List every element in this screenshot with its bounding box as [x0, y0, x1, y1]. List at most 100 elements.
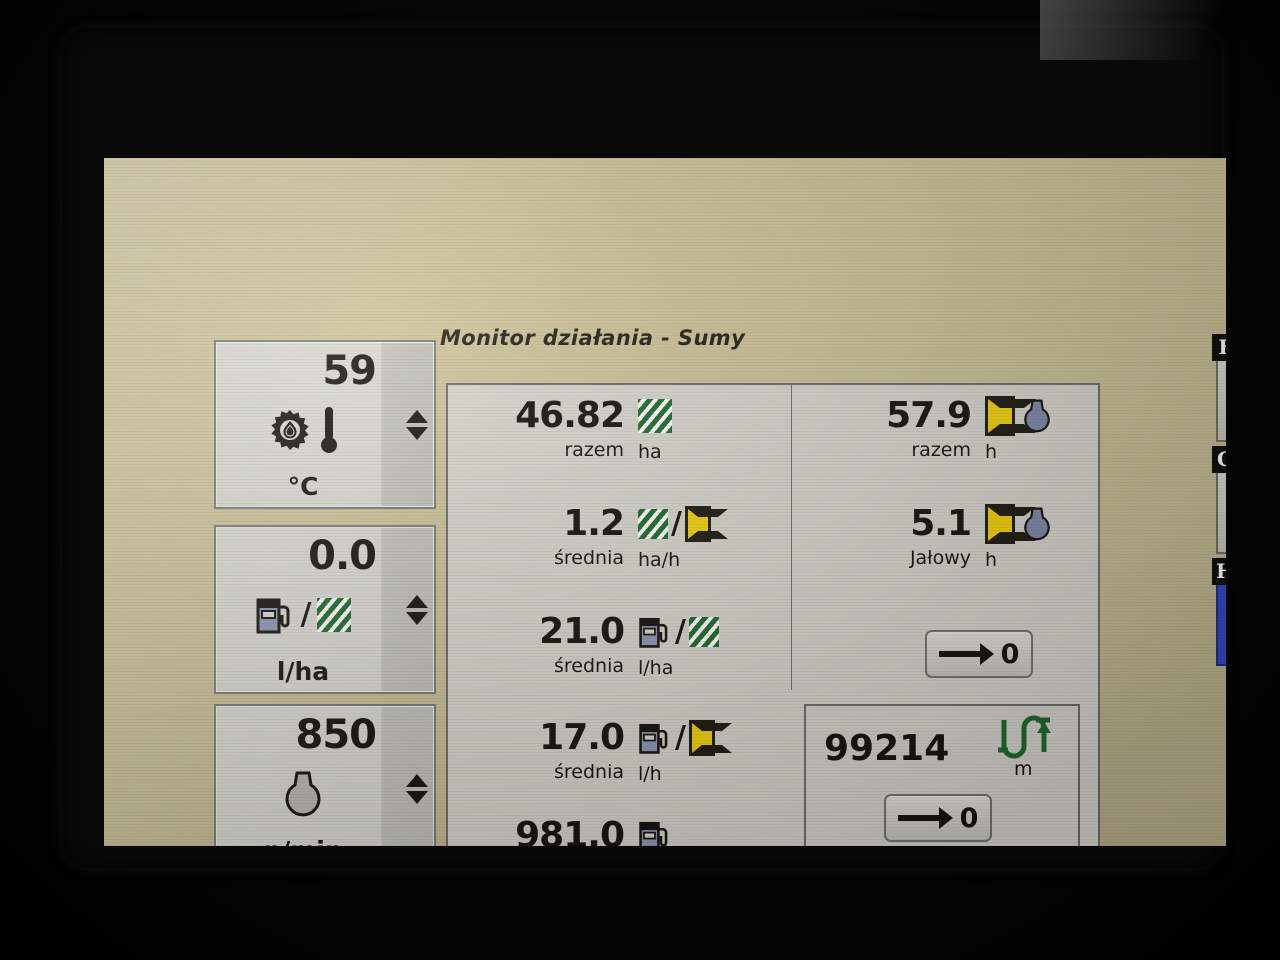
slash-separator: / [671, 506, 682, 541]
stat-icons [638, 815, 672, 846]
stat-value: 57.9 [886, 395, 972, 436]
fkey-label: Główny [1218, 422, 1226, 437]
page-title: Monitor działania - Sumy [440, 326, 746, 350]
lcd-screen: Monitor działania - Sumy 59 [104, 158, 1226, 846]
gauge-oil-temperature[interactable]: 59 °C [214, 340, 436, 509]
gauge-icons: / [216, 583, 390, 647]
stat-sub: średnia [553, 761, 624, 783]
fuel-pump-icon [639, 723, 668, 754]
stat-sub: średnia [553, 655, 624, 677]
stat-value: 46.82 [515, 395, 625, 436]
stat-hours-total: 57.9 razem h [823, 395, 1123, 495]
reset-hours-button[interactable]: 0 [925, 630, 1033, 678]
serpentine-path-icon [996, 714, 1052, 767]
stat-value: 17.0 [539, 717, 625, 758]
hourglass-icon [985, 504, 1036, 544]
stat-icons [638, 395, 672, 437]
field-hatch-icon [317, 598, 352, 632]
distance-unit: m [1014, 758, 1033, 780]
column-divider [791, 385, 792, 690]
stat-hours-idle: 5.1 Jałowy h [823, 503, 1123, 603]
stat-value: 5.1 [910, 503, 972, 544]
gauge-fuel-per-area[interactable]: 0.0 / l/ha [214, 525, 436, 694]
arrow-right-icon [938, 643, 994, 665]
distance-panel: 99214 m 0 [804, 704, 1080, 846]
gauge-unit: n/min [216, 836, 390, 846]
stat-value: 981.0 [515, 815, 625, 846]
gauge-stepper[interactable] [406, 773, 428, 804]
stat-value: 1.2 [563, 503, 625, 544]
stat-area-rate: 1.2 średnia / ha/h [476, 503, 776, 603]
gauge-stepper[interactable] [406, 594, 428, 625]
slash-separator: / [675, 720, 686, 755]
chevron-up-icon[interactable] [406, 409, 428, 423]
counter-123-icon: 1 2 3 [1218, 576, 1226, 632]
gauge-unit: °C [287, 472, 319, 501]
fuel-pump-icon [639, 617, 668, 648]
stat-value: 21.0 [539, 611, 625, 652]
stat-unit: ha/h [638, 549, 681, 571]
fkey-tag: G [1212, 446, 1226, 473]
stat-unit: l/ha [638, 657, 674, 679]
stat-fuel-total: 981.0 razem l [476, 815, 776, 846]
function-key-sumy[interactable]: H 1 2 3 Sumy [1212, 558, 1226, 666]
gear-oil-drop-icon [271, 410, 309, 450]
hourglass-icon [985, 396, 1036, 436]
slash-separator: / [300, 597, 312, 632]
chevron-up-icon[interactable] [406, 594, 428, 608]
thermometer-icon [321, 407, 337, 453]
chevron-down-icon[interactable] [406, 611, 428, 625]
slash-separator: / [675, 614, 686, 649]
gauge-icons [216, 762, 390, 826]
fkey-tag: F [1212, 334, 1226, 361]
arrow-right-icon [897, 807, 953, 829]
fkey-label: Sumy [1218, 646, 1226, 661]
chevron-down-icon[interactable] [406, 426, 428, 440]
stat-fuel-per-hour-avg: 17.0 średnia / l/h [476, 717, 776, 817]
function-key-ustawienia[interactable]: G Ustawienia [1212, 446, 1226, 554]
reset-value-label: 0 [959, 802, 979, 834]
stat-unit: l/h [638, 763, 662, 785]
chevron-down-icon[interactable] [406, 790, 428, 804]
field-hatch-icon [638, 399, 672, 433]
stat-sub: razem [911, 439, 971, 461]
stat-icons: / [638, 503, 728, 545]
fuel-pump-icon [639, 821, 668, 846]
stat-unit: ha [638, 441, 662, 463]
reset-distance-button[interactable]: 0 [884, 794, 992, 842]
gauge-value: 59 [322, 348, 377, 394]
fkey-tag: H [1212, 558, 1226, 585]
fkey-label: Ustawienia [1218, 534, 1226, 549]
stat-fuel-per-area-avg: 21.0 średnia / l/ha [476, 611, 776, 711]
tractor-icon [1218, 352, 1226, 408]
stat-icons [985, 395, 1056, 437]
stat-icons: / [638, 717, 732, 759]
field-hatch-icon [638, 509, 668, 539]
up-arrow-icon [1218, 464, 1226, 520]
fuel-pump-icon [256, 598, 290, 634]
hourglass-icon [688, 720, 732, 756]
stat-unit: h [985, 549, 998, 571]
stat-unit: h [985, 441, 998, 463]
engine-icon [285, 771, 321, 817]
stat-icons: / [638, 611, 719, 653]
stat-area-total: 46.82 razem ha [476, 395, 776, 495]
stat-icons [985, 503, 1056, 545]
stat-sub: Jałowy [909, 547, 971, 569]
gauge-engine-speed[interactable]: 850 n/min [214, 704, 436, 846]
reset-value-label: 0 [1000, 638, 1020, 670]
gauge-stepper[interactable] [406, 409, 428, 440]
gauge-icons [216, 398, 390, 462]
field-hatch-icon [688, 617, 719, 647]
stat-sub: razem [564, 439, 624, 461]
engine-icon [1024, 399, 1050, 433]
distance-value: 99214 [824, 728, 950, 769]
function-key-glowny[interactable]: F Główny [1212, 334, 1226, 442]
gauge-unit: l/ha [276, 657, 330, 686]
hourglass-icon [684, 506, 728, 542]
stat-sub: średnia [553, 547, 624, 569]
chevron-up-icon[interactable] [406, 773, 428, 787]
engine-icon [1024, 507, 1050, 541]
gauge-value: 850 [295, 712, 377, 758]
